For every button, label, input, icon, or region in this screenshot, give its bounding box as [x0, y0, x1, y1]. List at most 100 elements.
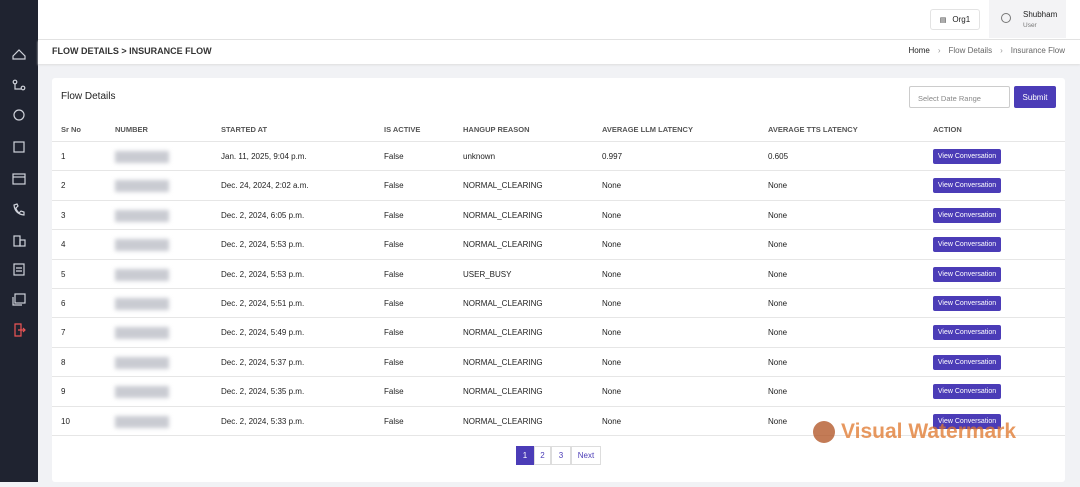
table-row: 4 Dec. 2, 2024, 5:53 p.m. False NORMAL_CLEA…: [52, 229, 1065, 259]
table-row: 1 Jan. 11, 2025, 9:04 p.m. False unknown 0.9…: [52, 141, 1065, 171]
table-cell: None: [602, 210, 622, 220]
table-row: 8 Dec. 2, 2024, 5:37 p.m. False NORMAL_CLEA…: [52, 346, 1065, 377]
table-row: 7 Dec. 2, 2024, 5:49 p.m. False NORMAL_CLEA…: [52, 317, 1065, 347]
table-cell: 10: [61, 416, 70, 426]
table-cell: None: [768, 416, 788, 426]
table-cell: False: [384, 152, 404, 161]
breadcrumb-item[interactable]: Insurance Flow: [1010, 46, 1065, 55]
column-header: IS ACTIVE: [384, 125, 421, 134]
table-cell: 1: [61, 152, 66, 161]
table-cell: None: [602, 416, 622, 426]
page-button[interactable]: 3: [551, 446, 571, 465]
column-header: Sr No: [61, 125, 82, 134]
view-conversation-button[interactable]: View Conversation: [933, 149, 1001, 164]
table-cell: None: [768, 328, 788, 338]
blurred-number: [115, 415, 169, 428]
page-title: FLOW DETAILS > INSURANCE FLOW: [52, 46, 212, 56]
column-header: AVERAGE LLM LATENCY: [602, 125, 693, 134]
breadcrumb-separator: ›: [1000, 46, 1003, 55]
table-cell: NORMAL_CLEARING: [463, 328, 543, 338]
table-cell: None: [602, 240, 622, 250]
table-cell: unknown: [463, 152, 496, 161]
flow-card: Flow Details Select Date Range Submit Sr…: [52, 78, 1065, 482]
view-conversation-button[interactable]: View Conversation: [933, 207, 1001, 223]
page-button[interactable]: Next: [571, 446, 601, 465]
table-cell: 0.997: [602, 152, 623, 161]
table-cell: 0.605: [768, 152, 789, 161]
table-cell: False: [384, 240, 404, 250]
table-cell: None: [602, 387, 622, 397]
view-conversation-button[interactable]: View Conversation: [933, 266, 1001, 282]
org-name: Org1: [952, 15, 971, 24]
table-cell: Jan. 11, 2025, 9:04 p.m.: [221, 152, 307, 161]
table-cell: False: [384, 328, 404, 338]
breadcrumb-separator: ›: [937, 46, 941, 55]
table-cell: NORMAL_CLEARING: [463, 181, 543, 191]
table-cell: NORMAL_CLEARING: [463, 357, 543, 367]
table-cell: None: [768, 357, 788, 367]
blurred-number: [115, 151, 169, 163]
view-conversation-button[interactable]: View Conversation: [933, 384, 1001, 400]
table-row: 3 Dec. 2, 2024, 6:05 p.m. False NORMAL_CLEA…: [52, 199, 1065, 230]
blurred-number: [115, 327, 169, 340]
table-bottom-border: [52, 435, 1065, 436]
blurred-number: [115, 180, 169, 193]
table-cell: False: [384, 181, 404, 191]
table-cell: False: [384, 210, 404, 220]
breadcrumb-item[interactable]: Flow Details: [948, 46, 993, 55]
table-cell: 3: [61, 210, 66, 220]
page-button[interactable]: 1: [516, 446, 534, 465]
view-conversation-button[interactable]: View Conversation: [933, 413, 1001, 429]
breadcrumb-item[interactable]: Home: [908, 46, 930, 55]
page-button[interactable]: 2: [534, 446, 551, 465]
date-range-input[interactable]: Select Date Range: [909, 86, 1010, 108]
blurred-number: [115, 386, 169, 399]
table-cell: 8: [61, 357, 66, 367]
table-cell: Dec. 2, 2024, 5:49 p.m.: [221, 328, 305, 338]
table-cell: False: [384, 269, 404, 279]
table-cell: 5: [61, 269, 66, 279]
user-icon: [1001, 13, 1011, 23]
watermark: Visual Watermark: [813, 420, 1016, 444]
column-header: STARTED AT: [221, 125, 268, 134]
org-button[interactable]: ▤ Org1: [930, 9, 980, 30]
watermark-text: Visual Watermark: [841, 420, 1017, 443]
table-cell: 7: [61, 328, 66, 338]
table-cell: Dec. 2, 2024, 5:33 p.m.: [221, 416, 305, 426]
sidebar: [0, 0, 38, 482]
view-conversation-button[interactable]: View Conversation: [933, 237, 1001, 253]
blurred-number: [115, 356, 169, 369]
blurred-number: [115, 298, 169, 310]
view-conversation-button[interactable]: View Conversation: [933, 178, 1001, 194]
view-conversation-button[interactable]: View Conversation: [933, 296, 1001, 311]
table-cell: None: [602, 181, 622, 191]
table-cell: None: [602, 328, 622, 338]
table-cell: Dec. 2, 2024, 5:37 p.m.: [221, 357, 305, 367]
submit-button[interactable]: Submit: [1014, 86, 1056, 108]
top-bar: ▤ Org1 Shubham User: [38, 0, 1080, 40]
column-header: AVERAGE TTS LATENCY: [768, 125, 858, 134]
table-cell: 6: [61, 299, 66, 308]
table-cell: None: [768, 240, 788, 250]
table-cell: Dec. 2, 2024, 5:53 p.m.: [221, 240, 305, 250]
table-cell: NORMAL_CLEARING: [463, 240, 543, 250]
table-row: 5 Dec. 2, 2024, 5:53 p.m. False USER_BUSY No…: [52, 258, 1065, 289]
user-name: Shubham: [1023, 10, 1058, 19]
column-header: HANGUP REASON: [463, 125, 530, 134]
table-cell: None: [768, 387, 788, 397]
table-cell: NORMAL_CLEARING: [463, 416, 543, 426]
breadcrumb-bar: FLOW DETAILS > INSURANCE FLOW Home › Flow …: [38, 40, 1080, 64]
table-cell: NORMAL_CLEARING: [463, 210, 543, 220]
table-cell: 4: [61, 240, 66, 250]
table-cell: Dec. 2, 2024, 6:05 p.m.: [221, 210, 305, 220]
table-cell: None: [768, 269, 788, 279]
table-cell: False: [384, 299, 404, 308]
flow-table: Sr No NUMBER STARTED AT IS ACTIVE HANGUP REA…: [52, 78, 1065, 482]
view-conversation-button[interactable]: View Conversation: [933, 354, 1001, 370]
view-conversation-button[interactable]: View Conversation: [933, 325, 1001, 341]
user-menu[interactable]: Shubham User: [989, 0, 1066, 38]
user-role: User: [1023, 22, 1037, 29]
table-cell: None: [602, 357, 622, 367]
blurred-number: [115, 268, 169, 281]
